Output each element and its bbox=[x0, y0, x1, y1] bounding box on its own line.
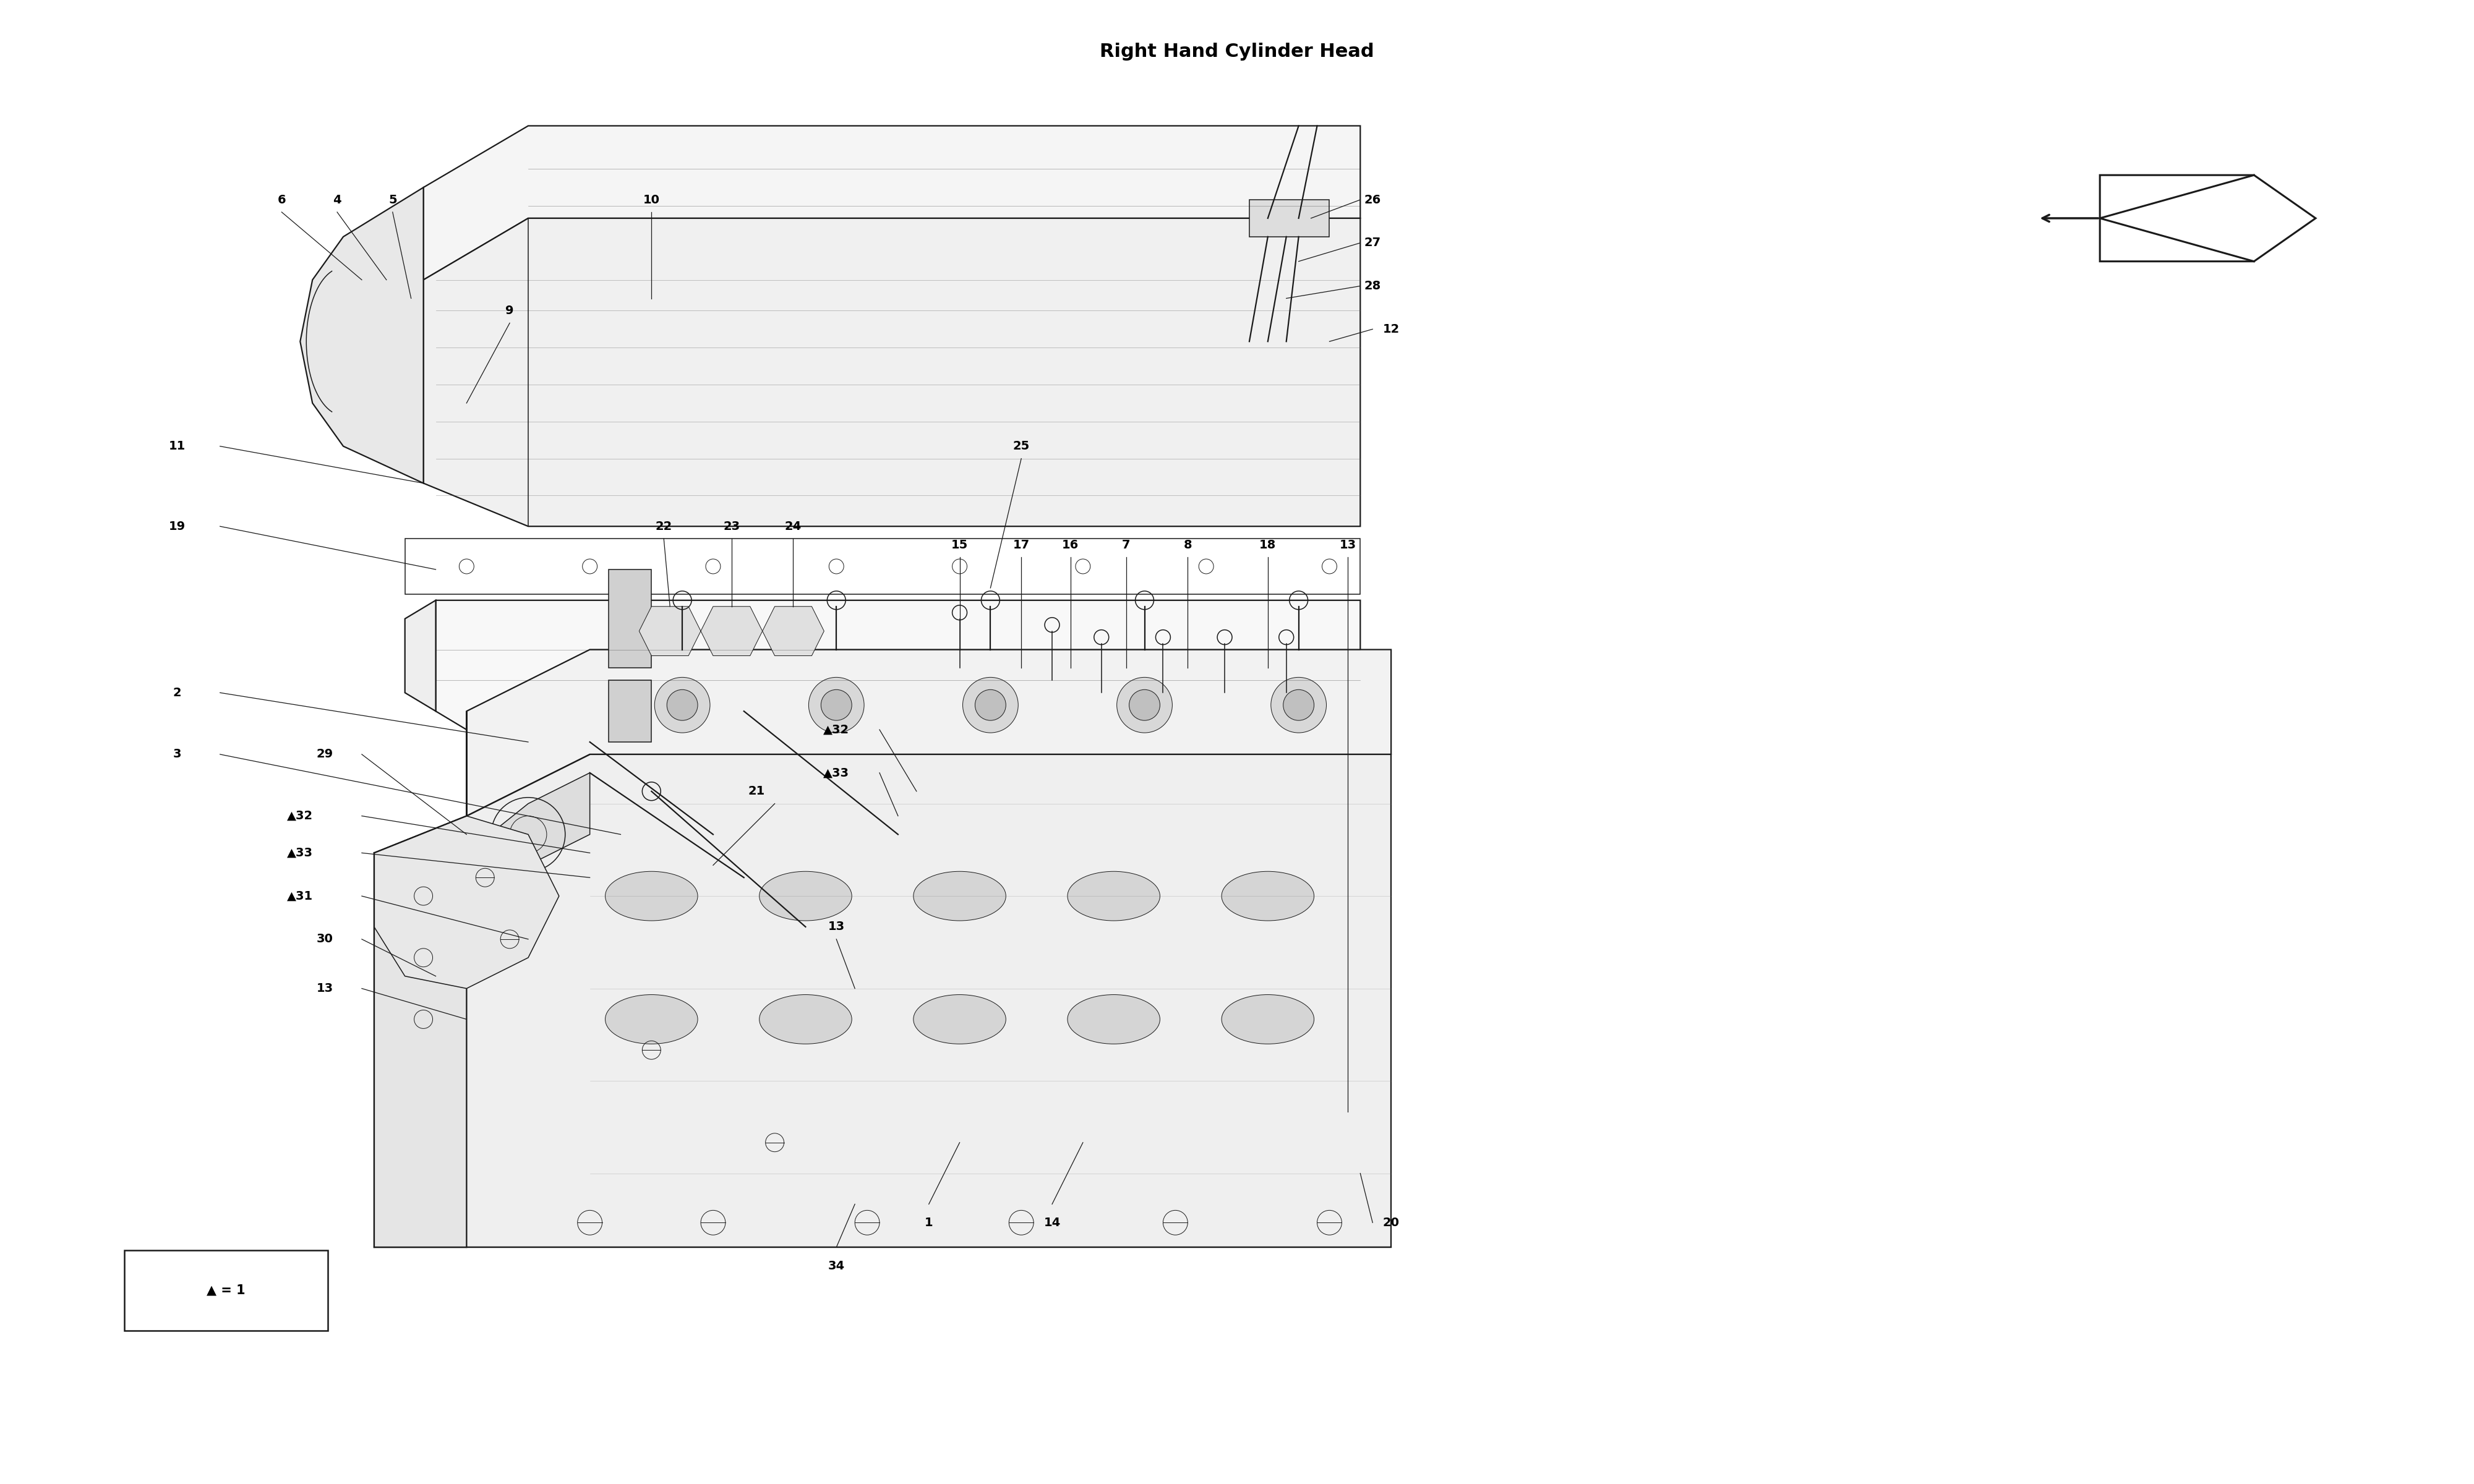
Polygon shape bbox=[638, 607, 700, 656]
Text: 11: 11 bbox=[168, 441, 186, 453]
Text: 27: 27 bbox=[1363, 237, 1380, 249]
Text: Right Hand Cylinder Head: Right Hand Cylinder Head bbox=[1101, 43, 1373, 61]
Ellipse shape bbox=[1222, 871, 1314, 920]
Text: 28: 28 bbox=[1363, 280, 1380, 292]
Text: 13: 13 bbox=[829, 922, 844, 933]
Ellipse shape bbox=[1222, 994, 1314, 1043]
Text: 3: 3 bbox=[173, 748, 181, 760]
Polygon shape bbox=[299, 187, 423, 484]
Circle shape bbox=[809, 677, 863, 733]
Circle shape bbox=[975, 690, 1007, 720]
Ellipse shape bbox=[606, 871, 698, 920]
Polygon shape bbox=[609, 570, 651, 668]
Text: 23: 23 bbox=[722, 521, 740, 533]
Text: 20: 20 bbox=[1383, 1217, 1400, 1229]
Polygon shape bbox=[762, 607, 824, 656]
Ellipse shape bbox=[606, 994, 698, 1043]
Circle shape bbox=[668, 690, 698, 720]
Circle shape bbox=[1116, 677, 1173, 733]
Text: 13: 13 bbox=[317, 982, 334, 994]
Polygon shape bbox=[468, 650, 1390, 816]
Polygon shape bbox=[468, 754, 1390, 1247]
Polygon shape bbox=[374, 816, 559, 988]
Circle shape bbox=[1272, 677, 1326, 733]
Text: 24: 24 bbox=[784, 521, 802, 533]
Polygon shape bbox=[468, 773, 589, 896]
Ellipse shape bbox=[760, 994, 851, 1043]
Polygon shape bbox=[1249, 200, 1329, 237]
Text: 34: 34 bbox=[829, 1260, 844, 1272]
Text: 26: 26 bbox=[1363, 194, 1380, 206]
Text: 30: 30 bbox=[317, 933, 334, 945]
Polygon shape bbox=[374, 711, 468, 1247]
Text: 5: 5 bbox=[388, 194, 396, 206]
Text: 6: 6 bbox=[277, 194, 287, 206]
Text: 22: 22 bbox=[656, 521, 673, 533]
Text: 10: 10 bbox=[643, 194, 661, 206]
Polygon shape bbox=[423, 218, 1361, 527]
Text: 2: 2 bbox=[173, 687, 181, 699]
Text: 15: 15 bbox=[950, 539, 967, 551]
Circle shape bbox=[656, 677, 710, 733]
Circle shape bbox=[1128, 690, 1160, 720]
Ellipse shape bbox=[913, 994, 1007, 1043]
Polygon shape bbox=[435, 600, 1361, 730]
Ellipse shape bbox=[1066, 871, 1160, 920]
Text: 8: 8 bbox=[1183, 539, 1192, 551]
Text: 4: 4 bbox=[334, 194, 341, 206]
Ellipse shape bbox=[760, 871, 851, 920]
Polygon shape bbox=[609, 680, 651, 742]
Text: 17: 17 bbox=[1012, 539, 1029, 551]
Text: 14: 14 bbox=[1044, 1217, 1061, 1229]
Text: 1: 1 bbox=[925, 1217, 933, 1229]
Ellipse shape bbox=[913, 871, 1007, 920]
Text: 13: 13 bbox=[1338, 539, 1356, 551]
Text: ▲33: ▲33 bbox=[287, 847, 314, 859]
Circle shape bbox=[1284, 690, 1314, 720]
Text: 9: 9 bbox=[505, 304, 515, 316]
Text: 7: 7 bbox=[1121, 539, 1131, 551]
Circle shape bbox=[821, 690, 851, 720]
Text: ▲31: ▲31 bbox=[287, 890, 314, 902]
Text: 25: 25 bbox=[1012, 441, 1029, 453]
Polygon shape bbox=[406, 600, 435, 711]
Text: ▲32: ▲32 bbox=[824, 724, 849, 736]
Ellipse shape bbox=[1066, 994, 1160, 1043]
Text: 12: 12 bbox=[1383, 324, 1400, 335]
Text: 16: 16 bbox=[1061, 539, 1079, 551]
Text: ▲ = 1: ▲ = 1 bbox=[208, 1284, 245, 1297]
Polygon shape bbox=[700, 607, 762, 656]
Text: 18: 18 bbox=[1259, 539, 1277, 551]
Text: 21: 21 bbox=[747, 785, 764, 797]
Text: ▲33: ▲33 bbox=[824, 767, 849, 779]
Text: 19: 19 bbox=[168, 521, 186, 533]
Circle shape bbox=[962, 677, 1019, 733]
Text: ▲32: ▲32 bbox=[287, 810, 314, 822]
Text: 29: 29 bbox=[317, 748, 334, 760]
Polygon shape bbox=[423, 126, 1361, 280]
